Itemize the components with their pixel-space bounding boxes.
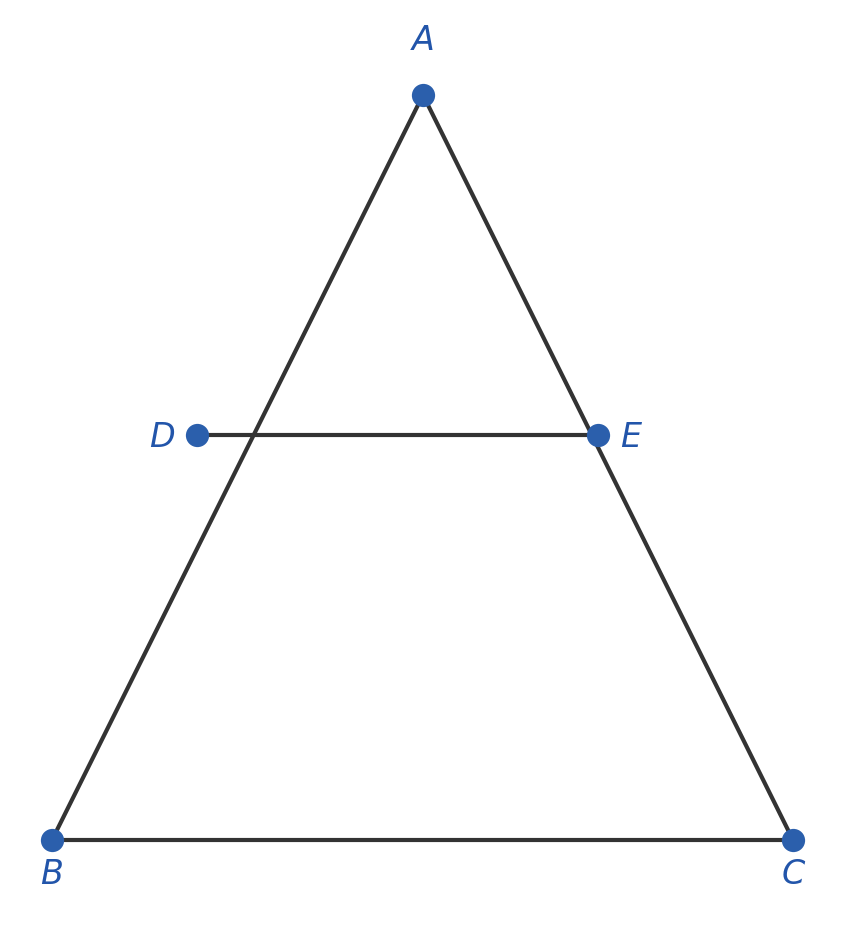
Point [45,832,58,847]
Text: C: C [782,858,805,891]
Point [591,427,605,442]
Text: B: B [41,858,64,891]
Point [416,87,429,102]
Text: A: A [412,24,435,57]
Text: D: D [149,421,175,453]
Text: E: E [620,421,641,453]
Point [786,832,800,847]
Point [191,427,204,442]
